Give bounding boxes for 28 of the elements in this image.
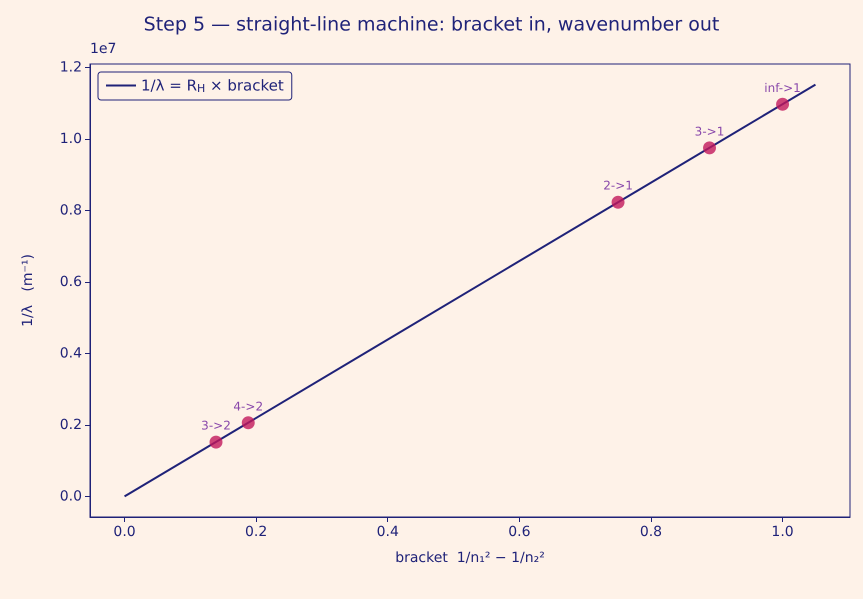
y-tick-label: 0.0 [60, 488, 82, 504]
y-axis-title: 1/λ (m⁻¹) [20, 254, 36, 327]
data-label: 3->2 [201, 418, 231, 433]
text: 1e7 [90, 41, 116, 57]
y-tick-label: 0.4 [60, 345, 82, 362]
x-tick-label: 0.6 [508, 524, 531, 540]
data-label: 4->2 [233, 399, 264, 414]
y-tick-label: 1.0 [60, 130, 82, 147]
data-label: inf->1 [764, 80, 801, 95]
point [776, 98, 790, 111]
x-tick-label: 0.4 [376, 524, 399, 540]
x-axis-title: bracket 1/n₁² − 1/n₂² [395, 550, 545, 566]
x-tick-label: 0.0 [113, 524, 136, 540]
point [210, 436, 223, 449]
y-tick-label: 0.6 [60, 274, 82, 290]
point [703, 141, 716, 154]
y-tick-label: 0.2 [60, 416, 82, 433]
point [612, 196, 625, 209]
data-label: 3->1 [694, 124, 724, 138]
y-tick-label: 1.2 [60, 59, 82, 76]
x-tick-label: 0.8 [640, 524, 662, 540]
data-label: 2->1 [603, 178, 633, 193]
chart-title: Step 5 — straight-line machine: bracket in, wavenumber out [144, 14, 720, 36]
x-tick-label: 1.0 [771, 524, 794, 540]
point [242, 416, 255, 430]
y-tick-label: 0.8 [60, 202, 82, 218]
x-tick-label: 0.2 [245, 524, 268, 540]
legend-label: 1/λ = RH × bracket [141, 76, 284, 95]
